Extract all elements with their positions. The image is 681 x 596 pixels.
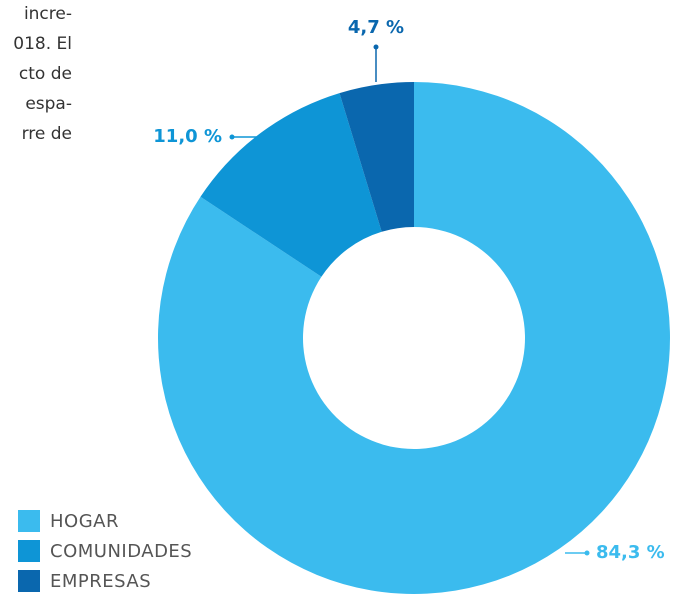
- legend-swatch: [18, 570, 40, 592]
- body-text: rre de: [22, 124, 72, 144]
- data-label: 11,0 %: [153, 126, 222, 147]
- legend-swatch: [18, 510, 40, 532]
- donut-slice: [158, 82, 671, 594]
- data-label: 84,3 %: [596, 542, 665, 563]
- donut-slice: [200, 93, 382, 277]
- leader-dot: [373, 44, 379, 50]
- legend-label: HOGAR: [50, 511, 119, 532]
- body-text: incre-: [24, 4, 72, 24]
- legend-label: EMPRESAS: [50, 571, 151, 592]
- legend-swatch: [18, 540, 40, 562]
- body-text: espa-: [25, 94, 72, 114]
- data-label: 4,7 %: [348, 17, 404, 38]
- legend-label: COMUNIDADES: [50, 541, 192, 562]
- leader-dot: [229, 134, 235, 140]
- donut-slice: [339, 82, 414, 232]
- body-text: cto de: [19, 64, 72, 84]
- leader-dot: [584, 550, 590, 556]
- body-text: 018. El: [13, 34, 72, 54]
